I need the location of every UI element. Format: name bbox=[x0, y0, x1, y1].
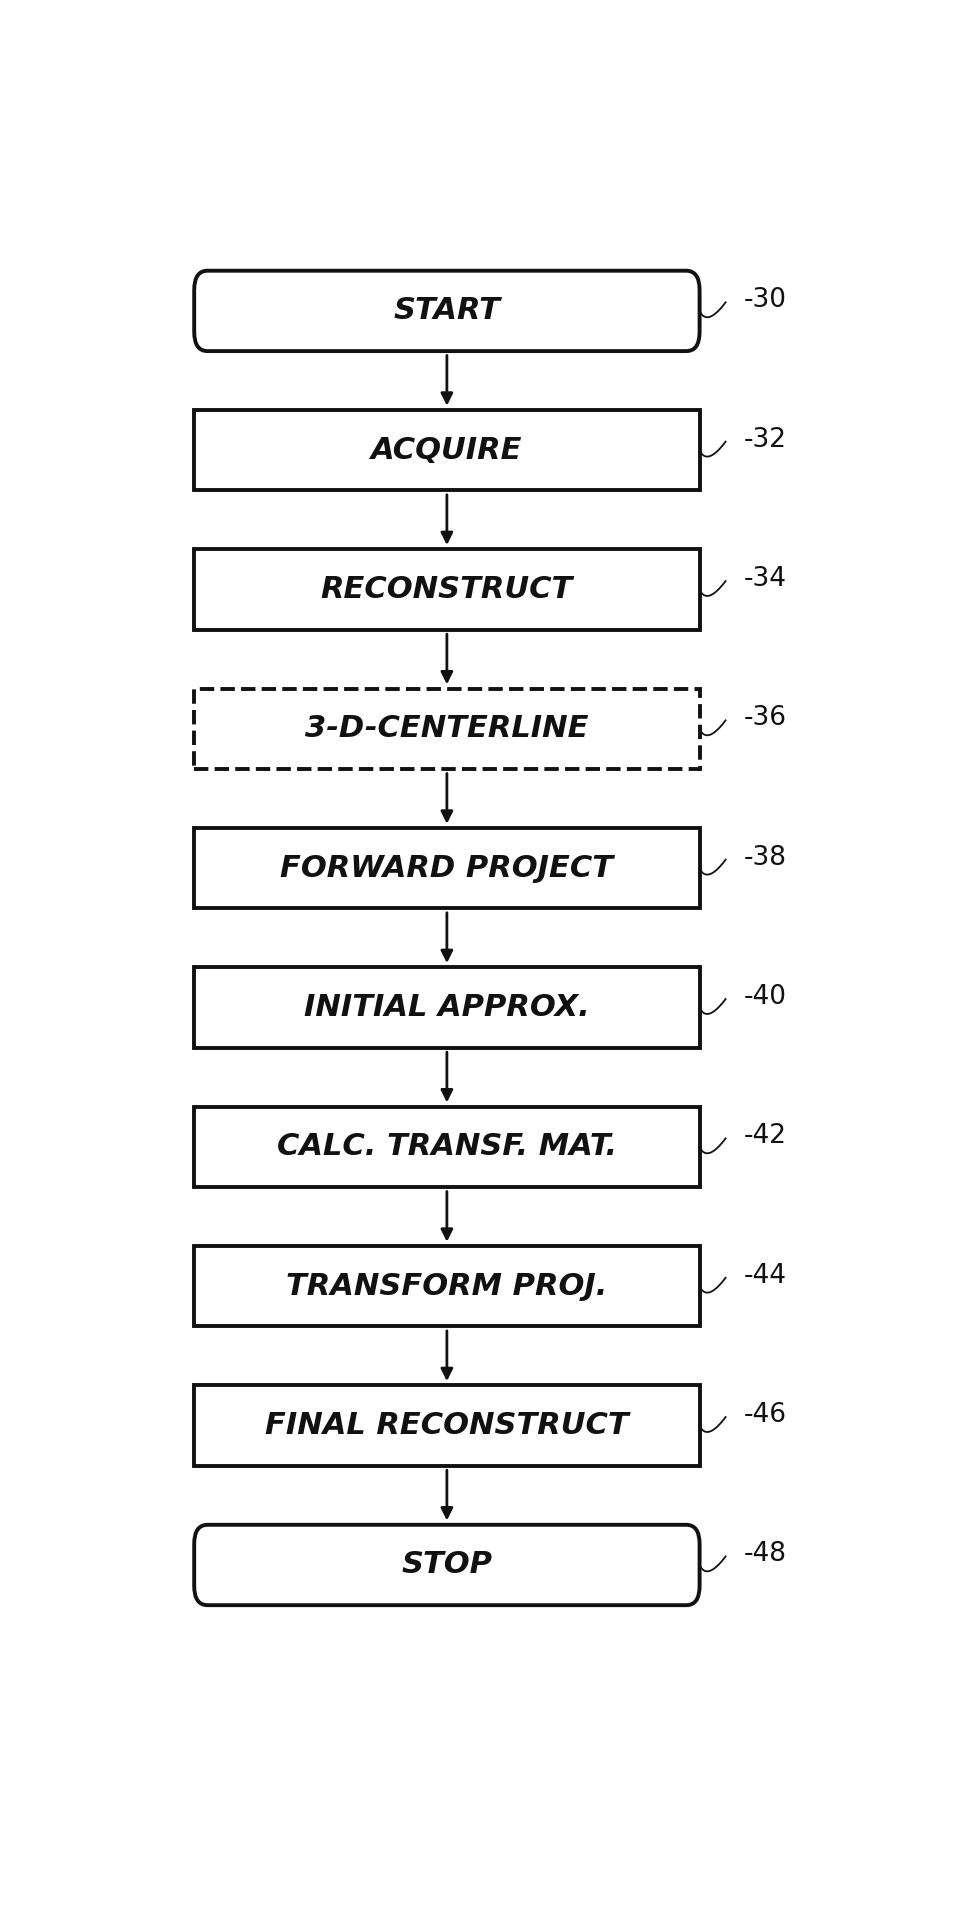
Bar bbox=[194, 1106, 700, 1187]
Text: -36: -36 bbox=[744, 705, 787, 732]
Text: CALC. TRANSF. MAT.: CALC. TRANSF. MAT. bbox=[277, 1133, 617, 1162]
Text: RECONSTRUCT: RECONSTRUCT bbox=[320, 574, 573, 603]
Text: -40: -40 bbox=[744, 984, 787, 1010]
Text: FORWARD PROJECT: FORWARD PROJECT bbox=[280, 853, 614, 884]
Bar bbox=[194, 690, 700, 768]
Text: STOP: STOP bbox=[402, 1550, 492, 1579]
Text: START: START bbox=[393, 296, 501, 325]
Text: -38: -38 bbox=[744, 845, 787, 870]
Text: -32: -32 bbox=[744, 426, 787, 453]
Bar bbox=[194, 549, 700, 630]
Text: -44: -44 bbox=[744, 1262, 787, 1289]
FancyBboxPatch shape bbox=[194, 1525, 700, 1606]
Bar bbox=[194, 1385, 700, 1466]
Bar bbox=[194, 828, 700, 909]
Text: 3-D-CENTERLINE: 3-D-CENTERLINE bbox=[305, 715, 589, 743]
Bar bbox=[194, 1247, 700, 1327]
Text: -48: -48 bbox=[744, 1541, 787, 1568]
FancyBboxPatch shape bbox=[194, 271, 700, 352]
Text: -34: -34 bbox=[744, 567, 787, 592]
Text: -46: -46 bbox=[744, 1402, 787, 1427]
Text: -42: -42 bbox=[744, 1124, 787, 1149]
Text: FINAL RECONSTRUCT: FINAL RECONSTRUCT bbox=[265, 1412, 629, 1441]
Bar bbox=[194, 409, 700, 490]
Text: TRANSFORM PROJ.: TRANSFORM PROJ. bbox=[286, 1272, 608, 1301]
Text: -30: -30 bbox=[744, 288, 787, 313]
Bar bbox=[194, 968, 700, 1047]
Text: ACQUIRE: ACQUIRE bbox=[371, 436, 523, 465]
Text: INITIAL APPROX.: INITIAL APPROX. bbox=[304, 993, 590, 1022]
